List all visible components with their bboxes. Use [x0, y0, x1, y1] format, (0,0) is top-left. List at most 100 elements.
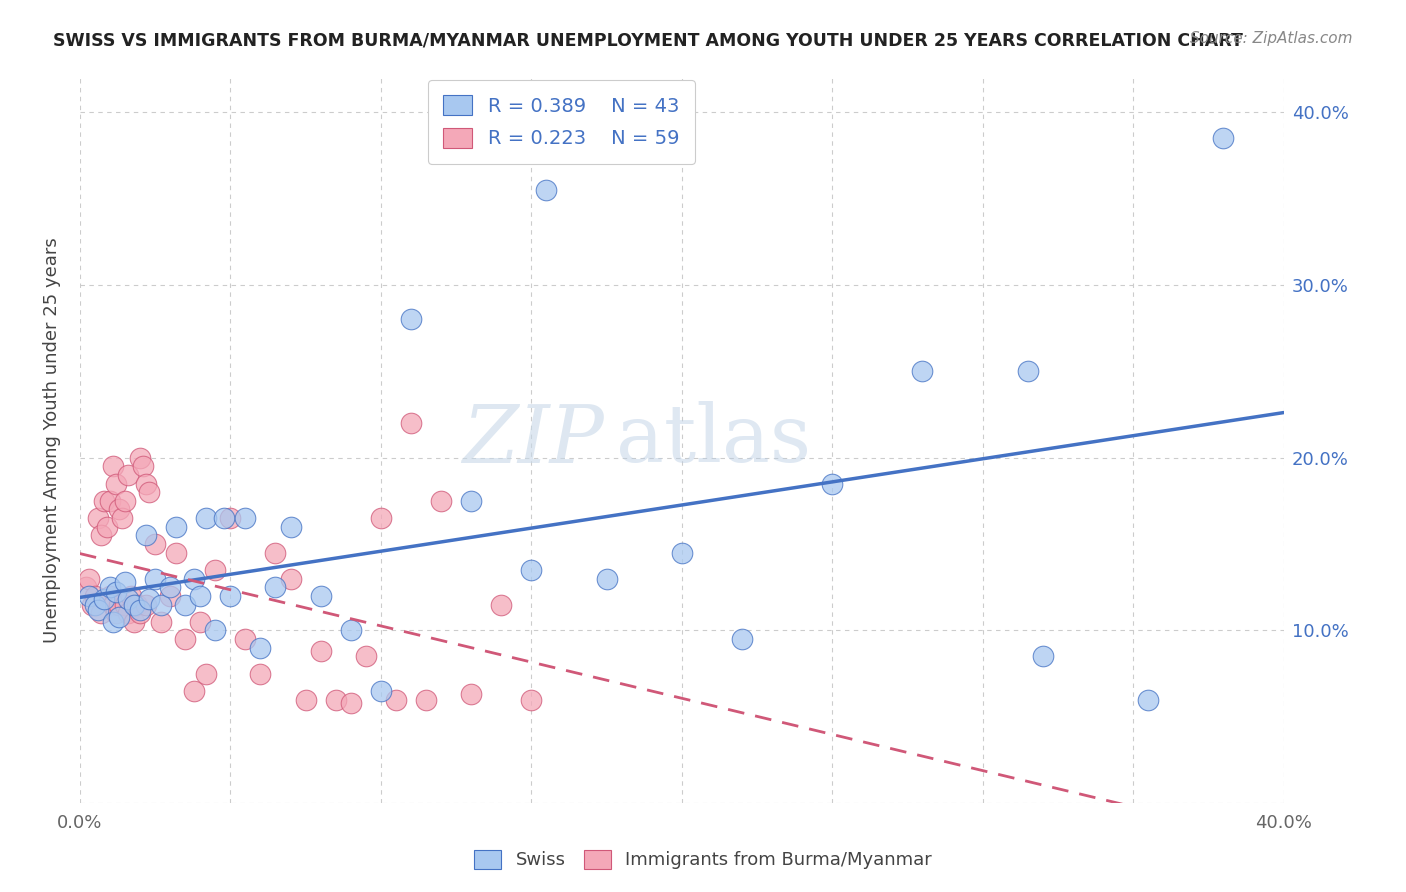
Point [98, 589, 121, 603]
Point [183, 572, 205, 586]
Point [143, 572, 166, 586]
Point [249, 666, 271, 681]
Text: SWISS VS IMMIGRANTS FROM BURMA/MYANMAR UNEMPLOYMENT AMONG YOUTH UNDER 25 YEARS C: SWISS VS IMMIGRANTS FROM BURMA/MYANMAR U… [53, 31, 1243, 49]
Point [108, 598, 131, 612]
Point [911, 364, 934, 378]
Point [520, 563, 543, 577]
Point [129, 603, 152, 617]
Point [122, 598, 145, 612]
Point [159, 580, 181, 594]
Point [87, 511, 110, 525]
Point [385, 692, 408, 706]
Point [129, 606, 152, 620]
Point [595, 572, 617, 586]
Point [219, 589, 242, 603]
Point [415, 692, 437, 706]
Point [1212, 131, 1234, 145]
Point [108, 609, 131, 624]
Point [264, 546, 287, 560]
Point [80, 598, 103, 612]
Point [821, 476, 844, 491]
Point [77, 589, 100, 603]
Point [101, 615, 124, 629]
Point [132, 459, 155, 474]
Point [249, 640, 271, 655]
Point [195, 666, 218, 681]
Point [520, 692, 543, 706]
Point [294, 692, 316, 706]
Point [370, 511, 392, 525]
Point [354, 649, 377, 664]
Point [135, 476, 157, 491]
Point [165, 520, 187, 534]
Point [135, 528, 157, 542]
Point [219, 511, 242, 525]
Point [117, 592, 139, 607]
Point [84, 598, 107, 612]
Point [399, 312, 422, 326]
Point [204, 624, 226, 638]
Point [84, 589, 107, 603]
Point [122, 615, 145, 629]
Point [117, 467, 139, 482]
Point [90, 606, 112, 620]
Point [104, 585, 127, 599]
Point [104, 606, 127, 620]
Point [731, 632, 754, 646]
Point [125, 598, 148, 612]
Point [101, 598, 124, 612]
Point [195, 511, 218, 525]
Point [1032, 649, 1054, 664]
Point [150, 615, 173, 629]
Point [235, 511, 257, 525]
Point [138, 592, 160, 607]
Point [93, 493, 115, 508]
Legend: Swiss, Immigrants from Burma/Myanmar: Swiss, Immigrants from Burma/Myanmar [465, 841, 941, 879]
Point [143, 537, 166, 551]
Point [399, 416, 422, 430]
Point [75, 580, 97, 594]
Point [77, 572, 100, 586]
Point [183, 684, 205, 698]
Point [460, 493, 482, 508]
Point [1017, 364, 1039, 378]
Point [309, 644, 332, 658]
Point [1137, 692, 1160, 706]
Point [98, 580, 121, 594]
Text: Source: ZipAtlas.com: Source: ZipAtlas.com [1189, 31, 1353, 46]
Point [174, 632, 197, 646]
Point [188, 615, 211, 629]
Point [117, 606, 139, 620]
Point [430, 493, 453, 508]
Point [188, 589, 211, 603]
Text: atlas: atlas [616, 401, 811, 479]
Point [159, 589, 181, 603]
Text: ZIP: ZIP [461, 401, 603, 479]
Point [150, 598, 173, 612]
Legend: R = 0.389    N = 43, R = 0.223    N = 59: R = 0.389 N = 43, R = 0.223 N = 59 [427, 80, 695, 164]
Point [235, 632, 257, 646]
Point [111, 511, 134, 525]
Point [114, 575, 136, 590]
Point [98, 493, 121, 508]
Point [135, 598, 157, 612]
Point [489, 598, 512, 612]
Point [129, 450, 152, 465]
Point [264, 580, 287, 594]
Point [114, 493, 136, 508]
Point [93, 592, 115, 607]
Point [101, 459, 124, 474]
Point [122, 598, 145, 612]
Point [174, 598, 197, 612]
Point [280, 520, 302, 534]
Point [87, 603, 110, 617]
Point [460, 687, 482, 701]
Point [325, 692, 347, 706]
Point [138, 485, 160, 500]
Point [204, 563, 226, 577]
Point [309, 589, 332, 603]
Point [671, 546, 693, 560]
Point [214, 511, 236, 525]
Point [90, 528, 112, 542]
Point [280, 572, 302, 586]
